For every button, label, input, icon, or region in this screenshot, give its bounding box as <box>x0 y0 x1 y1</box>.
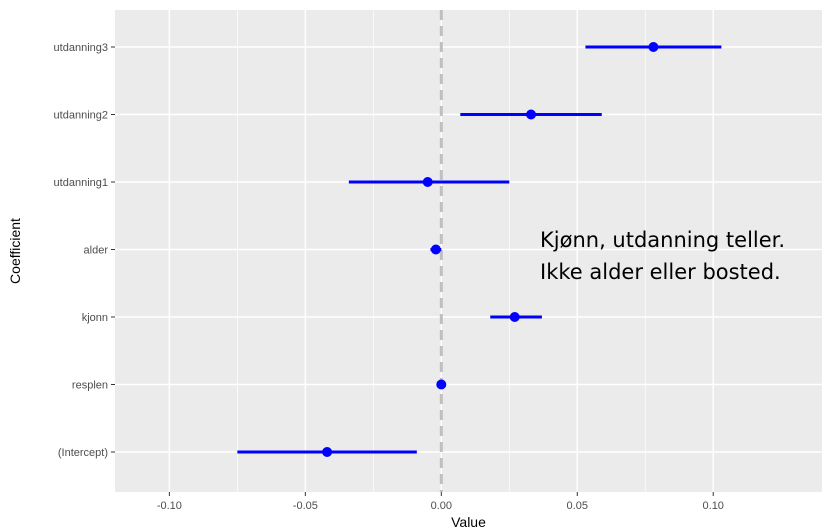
x-axis-title: Value <box>451 514 486 530</box>
point-utdanning2 <box>526 109 537 120</box>
x-tick-label: -0.05 <box>293 500 318 512</box>
x-tick-label: -0.10 <box>157 500 182 512</box>
point-kjonn <box>509 312 520 322</box>
y-tick-label: (Intercept) <box>58 447 108 459</box>
y-axis-labels: utdanning3 utdanning2 utdanning1 alder kjonn… <box>54 42 115 459</box>
grid-minor <box>237 10 646 492</box>
x-tick-label: 0.10 <box>703 500 724 512</box>
y-tick-label: kjonn <box>82 312 108 324</box>
y-tick-label: utdanning2 <box>54 110 108 122</box>
y-tick-label: utdanning3 <box>54 42 108 54</box>
y-axis-title: Coefficient <box>7 218 23 284</box>
plot-panel <box>115 10 822 492</box>
y-tick-label: utdanning1 <box>54 177 108 189</box>
x-tick-label: 0.00 <box>431 500 452 512</box>
point-utdanning3 <box>648 42 659 52</box>
y-tick-label: resplen <box>72 380 108 392</box>
point-resplen <box>436 379 447 390</box>
annotation-line-2: Ikke alder eller bosted. <box>540 260 781 284</box>
point-alder <box>430 244 441 255</box>
coefficient-marks <box>237 42 722 457</box>
annotation-line-1: Kjønn, utdanning teller. <box>540 228 786 252</box>
x-tick-label: 0.05 <box>567 500 588 512</box>
x-axis-labels: -0.10 -0.05 0.00 0.05 0.10 <box>157 492 724 512</box>
annotation: Kjønn, utdanning teller. Ikke alder elle… <box>540 224 785 288</box>
y-tick-label: alder <box>84 245 109 257</box>
point-(Intercept) <box>322 447 333 457</box>
point-utdanning1 <box>422 177 433 187</box>
